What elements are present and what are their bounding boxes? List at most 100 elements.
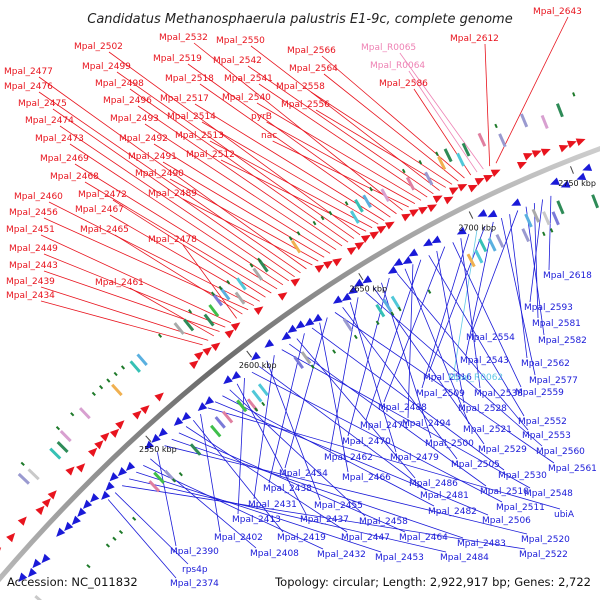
forward-gene-label-mpal-2465: Mpal_2465 xyxy=(80,225,129,235)
forward-leader-line xyxy=(250,45,440,191)
forward-gene-arrow xyxy=(230,322,241,332)
feature-tracks xyxy=(0,92,600,600)
reverse-leader-line xyxy=(214,401,489,516)
forward-gene-arrow xyxy=(443,196,454,205)
forward-leader-line xyxy=(40,300,203,346)
reverse-leader-line xyxy=(428,255,525,417)
forward-gene-label-mpal-2550: Mpal_2550 xyxy=(216,36,265,46)
reverse-gene-label-mpal-2479: Mpal_2479 xyxy=(390,453,439,463)
forward-gene-arrow xyxy=(531,150,542,158)
forward-leader-line xyxy=(258,83,428,198)
reverse-gene-label-mpal-2413: Mpal_2413 xyxy=(232,515,281,525)
forward-gene-arrow xyxy=(376,225,387,234)
cog-block-outer xyxy=(208,304,220,318)
forward-gene-arrow xyxy=(314,264,325,273)
gc-marker-inner xyxy=(375,320,380,325)
forward-gene-arrow xyxy=(115,420,125,430)
forward-leader-line xyxy=(182,244,237,319)
forward-gene-label-mpal-2499: Mpal_2499 xyxy=(82,62,131,72)
reverse-leader-line xyxy=(465,221,494,356)
reverse-gene-label-mpal-2582: Mpal_2582 xyxy=(538,336,587,346)
reverse-leader-line xyxy=(319,322,349,473)
forward-gene-label-mpal-2502: Mpal_2502 xyxy=(74,42,123,52)
reverse-leader-line xyxy=(452,242,522,388)
gc-marker-outer xyxy=(70,412,75,417)
reverse-gene-arrow xyxy=(353,278,364,287)
reverse-gene-label-mpal-2437: Mpal_2437 xyxy=(300,515,349,525)
reverse-gene-arrow xyxy=(117,466,128,477)
forward-gene-label-mpal-2434: Mpal_2434 xyxy=(6,291,55,301)
gc-marker-inner xyxy=(178,472,183,477)
kbp-tick-label: 2750 kbp xyxy=(558,179,596,188)
forward-gene-arrow xyxy=(94,440,104,450)
cog-block-outer xyxy=(59,430,72,443)
reverse-leader-line xyxy=(404,268,470,425)
gc-marker-inner xyxy=(542,231,546,237)
reverse-gene-arrow xyxy=(287,324,298,334)
forward-leader-line xyxy=(129,88,349,243)
cog-block-outer xyxy=(443,148,453,163)
forward-gene-arrow xyxy=(100,432,110,442)
reverse-leader-line xyxy=(460,238,481,389)
reverse-gene-label-mpal-2408: Mpal_2408 xyxy=(250,549,299,559)
reverse-gene-label-mpal-2593: Mpal_2593 xyxy=(524,303,573,313)
reverse-gene-label-mpal-2510: Mpal_2510 xyxy=(480,487,529,497)
forward-leader-line xyxy=(266,121,416,204)
gc-marker-outer xyxy=(98,385,104,390)
forward-gene-label-mpal-2460: Mpal_2460 xyxy=(14,192,63,202)
gc-marker-outer xyxy=(257,257,262,263)
reverse-gene-label-mpal-2374: Mpal_2374 xyxy=(170,579,219,589)
cog-block-inner xyxy=(210,424,222,438)
reverse-leader-line xyxy=(192,419,284,533)
forward-gene-arrow xyxy=(253,306,264,315)
forward-gene-arrow xyxy=(448,187,459,195)
reverse-gene-arrow xyxy=(151,433,161,443)
reverse-gene-label-mpal-2618: Mpal_2618 xyxy=(543,271,592,281)
reverse-gene-arrow xyxy=(281,331,292,341)
cog-block-outer xyxy=(136,353,148,366)
reverse-leader-line xyxy=(548,195,552,271)
cog-block-outer xyxy=(258,259,269,273)
gc-marker-outer xyxy=(369,186,373,192)
reverse-gene-arrow xyxy=(312,313,323,323)
cog-block-outer xyxy=(252,267,263,281)
reverse-gene-label-mpal-2559: Mpal_2559 xyxy=(515,388,564,398)
reverse-gene-label-rps4p: rps4p xyxy=(182,565,208,575)
gc-marker-outer xyxy=(288,236,293,241)
forward-gene-label-mpal-2475: Mpal_2475 xyxy=(18,99,67,109)
forward-gene-label-mpal-2513: Mpal_2513 xyxy=(175,131,224,141)
forward-leader-line xyxy=(116,71,355,239)
reverse-gene-arrow xyxy=(223,375,233,385)
cog-block-outer xyxy=(456,152,465,167)
reverse-gene-arrow xyxy=(295,320,306,329)
reverse-gene-arrow xyxy=(487,209,498,218)
cog-block-outer xyxy=(354,198,364,213)
reverse-leader-line xyxy=(428,225,486,373)
forward-gene-arrow xyxy=(575,138,586,146)
reverse-gene-arrow xyxy=(550,177,560,185)
reverse-gene-label-mpal-2581: Mpal_2581 xyxy=(532,319,581,329)
reverse-leader-line xyxy=(222,395,435,507)
forward-gene-arrow xyxy=(516,161,527,170)
cog-block-inner xyxy=(478,238,488,253)
reverse-gene-arrow xyxy=(27,567,37,578)
forward-gene-label-mpal-2477: Mpal_2477 xyxy=(4,67,53,77)
reverse-leader-line xyxy=(501,217,536,376)
reverse-gene-label-mpal-2488: Mpal_2488 xyxy=(378,403,427,413)
forward-leader-line xyxy=(323,73,459,182)
forward-gene-arrow xyxy=(189,360,199,370)
forward-gene-arrow xyxy=(457,183,468,192)
forward-gene-label-mpal-2643: Mpal_2643 xyxy=(533,7,582,17)
reverse-gene-label-mpal-2482: Mpal_2482 xyxy=(428,507,477,517)
cog-block-outer xyxy=(540,114,549,130)
forward-gene-arrow xyxy=(354,242,365,251)
forward-gene-label-mpal-r0064: Mpal_R0064 xyxy=(370,61,425,71)
reverse-gene-label-mpal-2521: Mpal_2521 xyxy=(463,425,512,435)
forward-gene-arrow xyxy=(47,490,57,500)
cog-block-inner xyxy=(257,383,269,397)
cog-block-outer xyxy=(498,133,507,148)
cog-block-outer xyxy=(56,440,69,454)
reverse-gene-label-mpal-2554: Mpal_2554 xyxy=(466,333,515,343)
gc-marker-inner xyxy=(132,516,137,521)
reverse-leader-line xyxy=(129,478,447,553)
